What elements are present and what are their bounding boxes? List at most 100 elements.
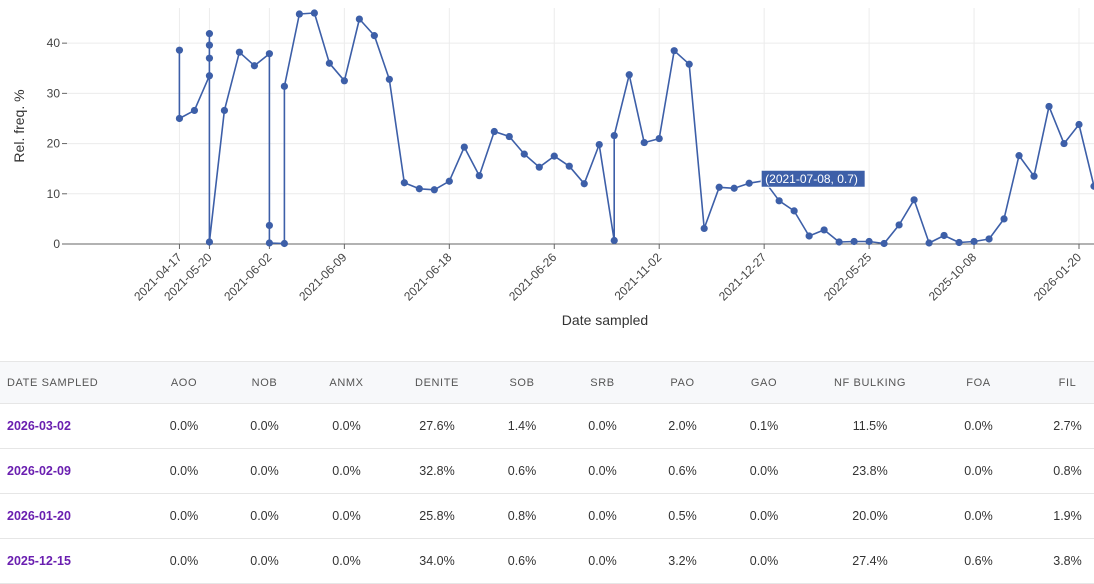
data-point[interactable] bbox=[430, 186, 438, 194]
data-point[interactable] bbox=[280, 82, 288, 90]
data-point[interactable] bbox=[610, 236, 618, 245]
data-point[interactable] bbox=[730, 184, 738, 192]
column-header[interactable]: AOO bbox=[138, 361, 230, 404]
data-point[interactable] bbox=[1030, 172, 1038, 180]
data-point[interactable] bbox=[745, 179, 753, 187]
data-point[interactable] bbox=[190, 106, 199, 115]
data-point[interactable] bbox=[970, 237, 978, 246]
column-header[interactable]: GAO bbox=[724, 361, 804, 404]
data-point[interactable] bbox=[220, 106, 229, 115]
data-point[interactable] bbox=[955, 238, 963, 247]
data-point[interactable] bbox=[505, 132, 513, 141]
data-point[interactable] bbox=[805, 232, 813, 240]
data-point[interactable] bbox=[1045, 102, 1053, 111]
date-sampled-link[interactable]: 2025-12-15 bbox=[7, 554, 71, 568]
value-cell: 0.0% bbox=[564, 403, 641, 449]
data-point[interactable] bbox=[295, 10, 303, 18]
data-point[interactable] bbox=[610, 131, 618, 140]
data-point[interactable] bbox=[865, 237, 873, 246]
data-point[interactable] bbox=[280, 239, 288, 248]
column-header[interactable]: NF BULKING bbox=[804, 361, 936, 404]
data-point[interactable] bbox=[985, 235, 993, 243]
data-point[interactable] bbox=[580, 180, 588, 188]
data-point[interactable] bbox=[1075, 120, 1083, 129]
data-point[interactable] bbox=[535, 163, 543, 171]
value-cell: 0.0% bbox=[936, 403, 1021, 449]
data-point[interactable] bbox=[1090, 182, 1094, 190]
data-point[interactable] bbox=[520, 150, 528, 158]
data-point[interactable] bbox=[265, 239, 274, 247]
table-row: 2026-02-09 0.0% 0.0% 0.0% 32.8% 0.6% 0.0% 0.6% 0… bbox=[0, 448, 1094, 494]
data-point[interactable] bbox=[325, 59, 333, 67]
data-point[interactable] bbox=[385, 75, 393, 83]
data-point[interactable] bbox=[265, 221, 274, 230]
value-cell: 25.8% bbox=[394, 493, 480, 539]
data-point[interactable] bbox=[895, 221, 903, 229]
column-header[interactable]: FOA bbox=[936, 361, 1021, 404]
data-point[interactable] bbox=[235, 48, 244, 56]
data-point[interactable] bbox=[670, 47, 678, 55]
value-cell: 0.0% bbox=[138, 493, 230, 539]
column-header[interactable]: DATE SAMPLED bbox=[0, 361, 138, 404]
data-point[interactable] bbox=[265, 50, 274, 58]
data-point[interactable] bbox=[205, 54, 214, 62]
y-tick-label: 20 bbox=[47, 137, 61, 151]
data-point[interactable] bbox=[1000, 215, 1008, 223]
data-point[interactable] bbox=[835, 238, 843, 246]
data-point[interactable] bbox=[175, 114, 184, 123]
data-point[interactable] bbox=[415, 185, 423, 193]
data-point[interactable] bbox=[850, 237, 858, 246]
data-point[interactable] bbox=[370, 32, 378, 40]
data-point[interactable] bbox=[775, 197, 783, 205]
date-sampled-link[interactable]: 2026-01-20 bbox=[7, 509, 71, 523]
data-point[interactable] bbox=[175, 46, 184, 54]
data-point[interactable] bbox=[205, 72, 214, 80]
column-header[interactable]: PAO bbox=[641, 361, 724, 404]
data-point[interactable] bbox=[205, 238, 214, 246]
data-point[interactable] bbox=[475, 172, 483, 180]
data-point[interactable] bbox=[715, 183, 723, 191]
data-point[interactable] bbox=[205, 30, 214, 38]
data-point[interactable] bbox=[625, 71, 633, 79]
data-point[interactable] bbox=[340, 77, 348, 85]
value-cell: 11.5% bbox=[804, 403, 936, 449]
data-point[interactable] bbox=[925, 239, 933, 247]
data-point[interactable] bbox=[790, 207, 798, 215]
column-header[interactable]: FIL bbox=[1021, 361, 1094, 404]
data-point[interactable] bbox=[1060, 139, 1068, 148]
data-point[interactable] bbox=[640, 138, 648, 147]
data-point[interactable] bbox=[700, 224, 708, 233]
data-point[interactable] bbox=[910, 196, 918, 204]
date-sampled-link[interactable]: 2026-02-09 bbox=[7, 464, 71, 478]
date-sampled-link[interactable]: 2026-03-02 bbox=[7, 419, 71, 433]
data-point[interactable] bbox=[445, 177, 453, 185]
y-tick-label: 40 bbox=[47, 36, 61, 50]
value-cell: 34.0% bbox=[394, 538, 480, 584]
data-point[interactable] bbox=[400, 179, 408, 187]
column-header[interactable]: SRB bbox=[564, 361, 641, 404]
column-header[interactable]: NOB bbox=[230, 361, 299, 404]
data-point[interactable] bbox=[1015, 152, 1023, 160]
data-point[interactable] bbox=[820, 226, 828, 234]
x-tick-label: 2021-12-27 bbox=[716, 250, 770, 304]
x-tick-label: 2021-11-02 bbox=[612, 250, 665, 303]
data-point[interactable] bbox=[460, 143, 468, 151]
data-point[interactable] bbox=[310, 9, 318, 17]
data-point[interactable] bbox=[880, 239, 888, 248]
data-point[interactable] bbox=[655, 134, 663, 143]
data-point[interactable] bbox=[565, 162, 573, 170]
y-tick-label: 30 bbox=[47, 86, 61, 100]
column-header[interactable]: DENITE bbox=[394, 361, 480, 404]
value-cell: 0.0% bbox=[299, 493, 394, 539]
data-point[interactable] bbox=[490, 127, 498, 136]
data-point[interactable] bbox=[205, 41, 214, 49]
data-point[interactable] bbox=[940, 231, 948, 240]
value-cell: 0.6% bbox=[480, 538, 564, 584]
column-header[interactable]: ANMX bbox=[299, 361, 394, 404]
data-point[interactable] bbox=[685, 60, 693, 68]
data-point[interactable] bbox=[550, 152, 558, 160]
data-point[interactable] bbox=[250, 62, 259, 70]
data-point[interactable] bbox=[595, 140, 603, 149]
column-header[interactable]: SOB bbox=[480, 361, 564, 404]
data-point[interactable] bbox=[355, 15, 363, 23]
